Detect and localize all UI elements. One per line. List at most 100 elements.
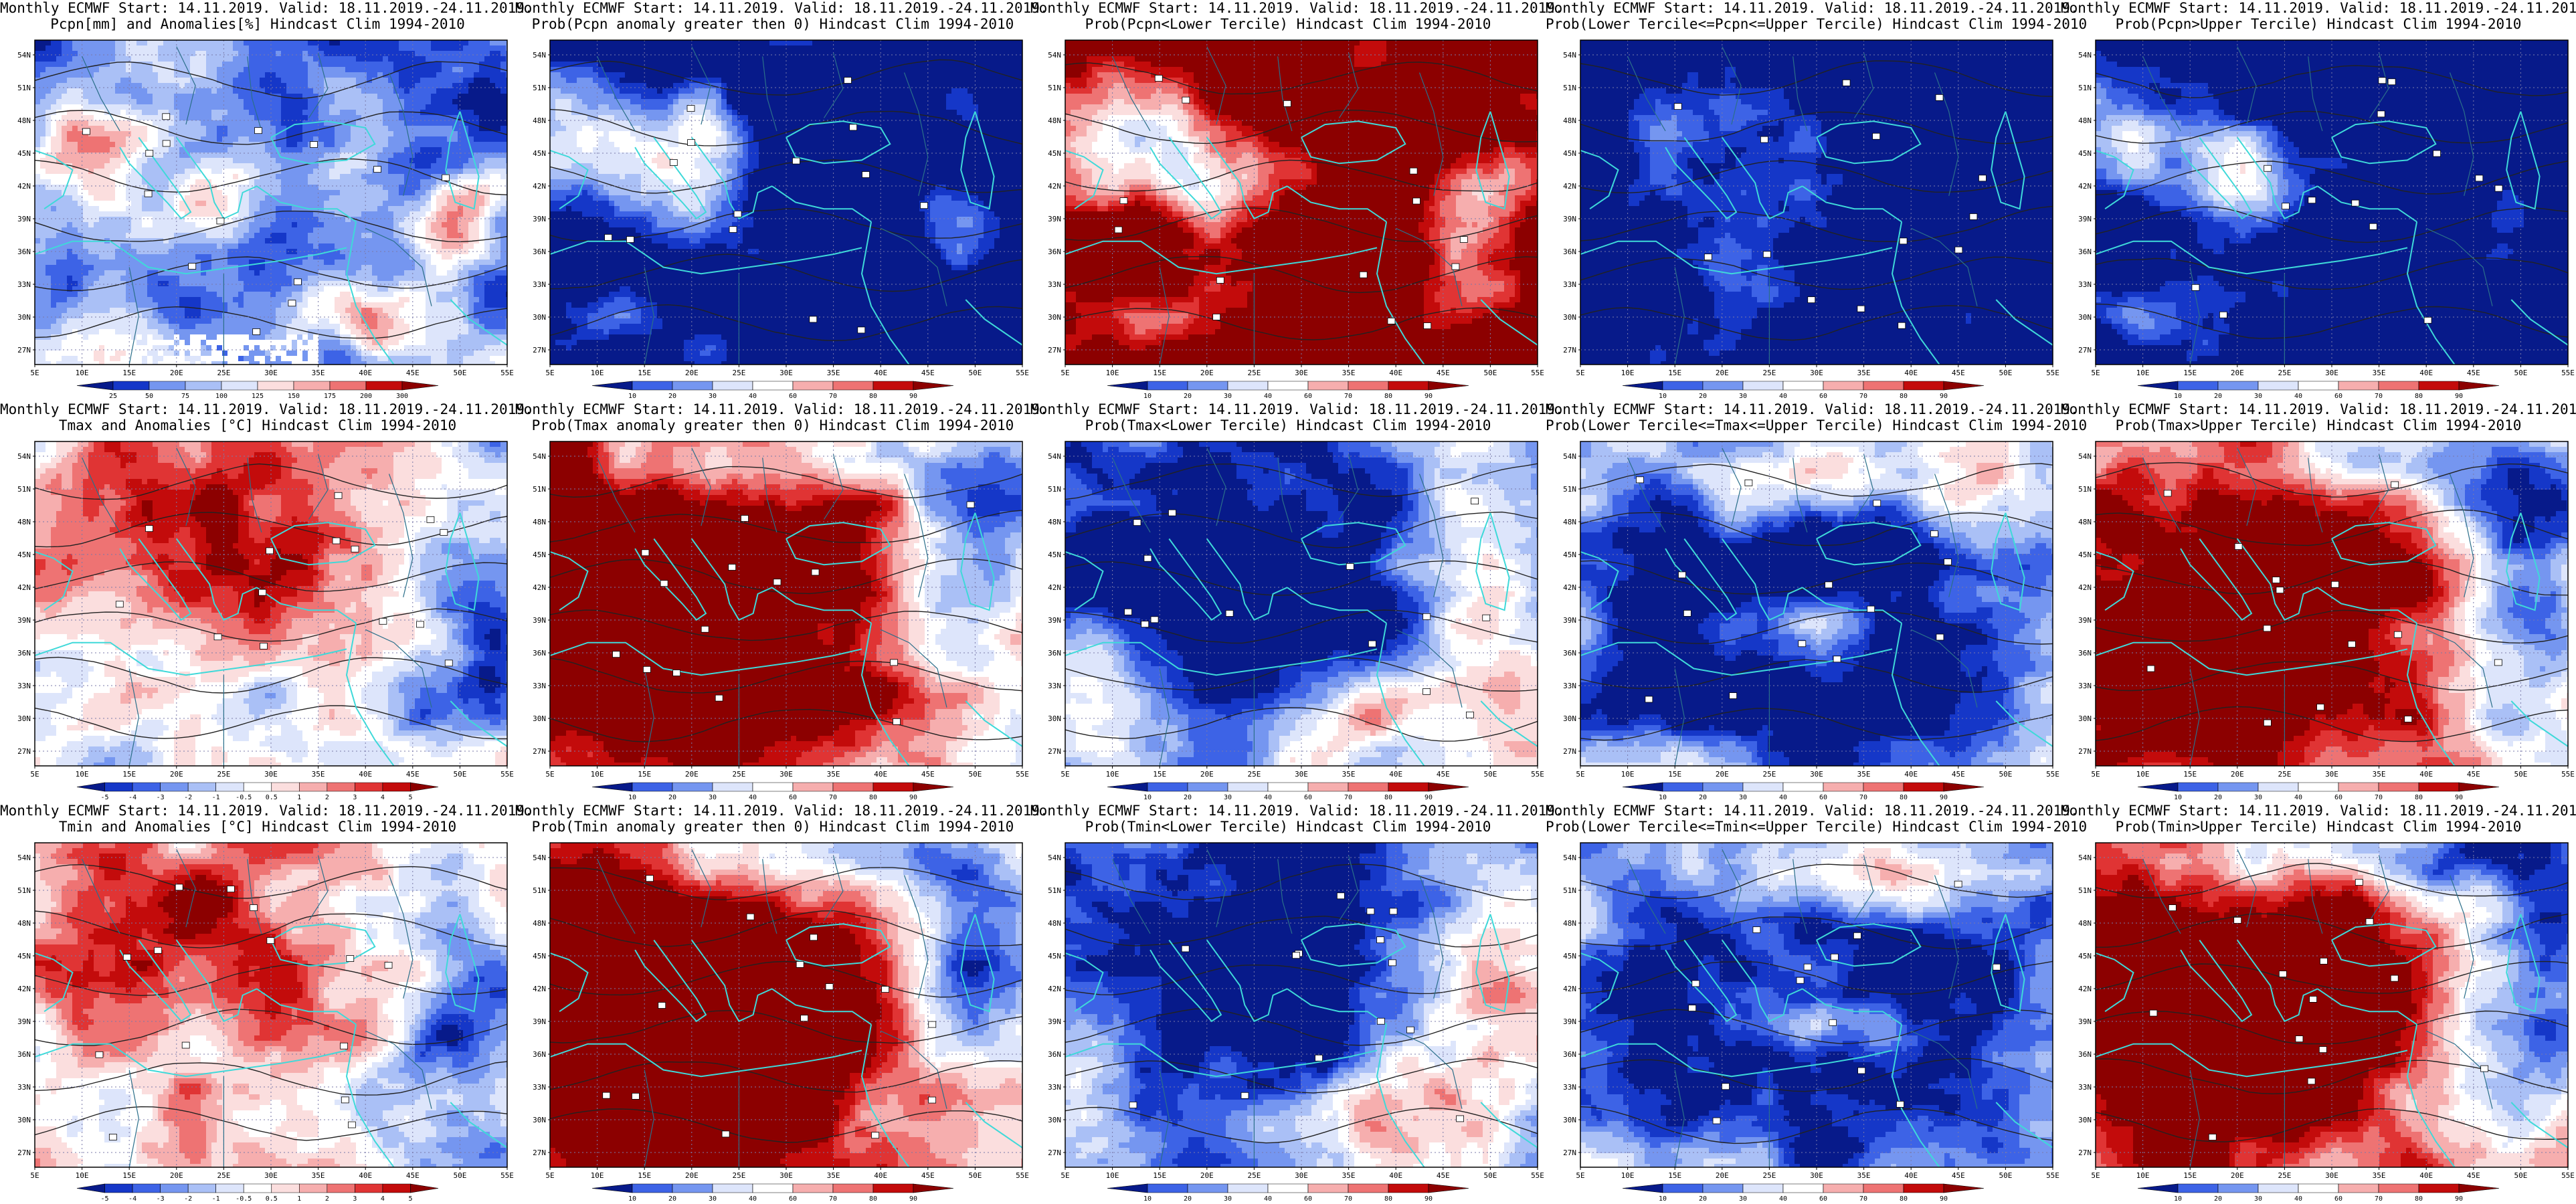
panel-title-line-1: Monthly ECMWF Start: 14.11.2019. Valid: … bbox=[2061, 401, 2576, 417]
colorbar-tick-label: 70 bbox=[1344, 1195, 1352, 1203]
lon-tick-label: 20E bbox=[170, 369, 183, 377]
lon-tick-label: 25E bbox=[1247, 770, 1261, 779]
lat-tick-label: 30N bbox=[1048, 714, 1061, 723]
lat-tick-label: 33N bbox=[1563, 682, 1576, 690]
lon-tick-label: 25E bbox=[2278, 1171, 2291, 1180]
colorbar-tick-label: 4 bbox=[381, 794, 385, 801]
colorbar-tick-label: 30 bbox=[709, 393, 717, 400]
panel-title-line-2: Prob(Tmin<Lower Tercile) Hindcast Clim 1… bbox=[1030, 819, 1546, 835]
colorbar-segment bbox=[1348, 1184, 1388, 1193]
colorbar-segment bbox=[1783, 783, 1823, 791]
panel-title-line-2: Prob(Tmax>Upper Tercile) Hindcast Clim 1… bbox=[2061, 417, 2576, 433]
station-marker bbox=[1346, 563, 1354, 569]
station-marker bbox=[1410, 168, 1417, 174]
colorbar-tick-label: 50 bbox=[145, 393, 153, 400]
station-marker bbox=[1704, 254, 1712, 260]
lat-tick-label: 36N bbox=[533, 247, 546, 256]
lon-tick-label: 45E bbox=[921, 770, 935, 779]
lon-tick-label: 55E bbox=[2561, 1171, 2575, 1180]
station-marker bbox=[341, 1097, 349, 1103]
station-marker bbox=[250, 905, 258, 911]
station-marker bbox=[658, 1003, 666, 1009]
colorbar: 10 20 30 40 60 70 80 90 bbox=[592, 783, 953, 801]
station-marker bbox=[385, 962, 392, 968]
lat-tick-label: 45N bbox=[1048, 149, 1061, 158]
lat-tick-label: 39N bbox=[1563, 1017, 1576, 1026]
colorbar-segment bbox=[216, 1184, 244, 1193]
lon-tick-label: 50E bbox=[968, 1171, 982, 1180]
station-marker bbox=[1115, 227, 1122, 233]
lat-tick-label: 42N bbox=[1048, 182, 1061, 191]
panel-title-line-1: Monthly ECMWF Start: 14.11.2019. Valid: … bbox=[1546, 401, 2061, 417]
lat-tick-label: 39N bbox=[1563, 215, 1576, 223]
lon-tick-label: 35E bbox=[312, 369, 325, 377]
colorbar-tick-label: 25 bbox=[109, 393, 117, 400]
lon-tick-label: 35E bbox=[827, 770, 840, 779]
station-marker bbox=[1151, 617, 1158, 623]
station-marker bbox=[921, 203, 928, 209]
station-marker bbox=[850, 124, 857, 130]
lon-tick-label: 25E bbox=[1762, 1171, 1776, 1180]
lat-tick-label: 42N bbox=[2078, 985, 2092, 993]
station-marker bbox=[1125, 609, 1132, 615]
colorbar-segment bbox=[1308, 783, 1348, 791]
colorbar-segment bbox=[713, 381, 753, 390]
station-marker bbox=[741, 515, 749, 521]
lon-tick-label: 30E bbox=[1810, 369, 1823, 377]
colorbar-tick-label: 150 bbox=[288, 393, 300, 400]
lon-tick-label: 10E bbox=[1106, 770, 1119, 779]
shaded-field bbox=[35, 441, 512, 769]
lat-tick-label: 42N bbox=[17, 182, 31, 191]
station-marker bbox=[1120, 198, 1127, 204]
station-marker bbox=[1129, 1102, 1137, 1108]
shaded-field bbox=[35, 843, 512, 1170]
panel-title: Monthly ECMWF Start: 14.11.2019. Valid: … bbox=[0, 0, 515, 32]
colorbar-tick-label: -0.5 bbox=[236, 1195, 252, 1203]
colorbar-tick-label: 10 bbox=[1659, 794, 1667, 801]
lat-tick-label: 45N bbox=[1563, 952, 1576, 961]
station-marker bbox=[643, 666, 650, 672]
station-marker bbox=[374, 167, 381, 173]
colorbar-tick-label: 5 bbox=[408, 1195, 412, 1203]
station-marker bbox=[2317, 704, 2324, 710]
lon-tick-label: 5E bbox=[1576, 369, 1584, 377]
station-marker bbox=[810, 934, 818, 940]
lat-tick-label: 33N bbox=[533, 682, 546, 690]
station-marker bbox=[155, 947, 162, 953]
station-marker bbox=[1808, 297, 1815, 303]
lat-tick-label: 39N bbox=[17, 215, 31, 223]
shaded-field bbox=[550, 441, 1027, 769]
station-marker bbox=[603, 1092, 610, 1098]
station-marker bbox=[929, 1097, 936, 1103]
station-marker bbox=[2433, 150, 2441, 157]
colorbar-segment bbox=[2258, 381, 2298, 390]
station-marker bbox=[2219, 312, 2227, 318]
lat-tick-label: 54N bbox=[2078, 452, 2092, 461]
station-marker bbox=[2352, 200, 2359, 206]
colorbar-segment bbox=[592, 381, 632, 390]
station-marker bbox=[1315, 1055, 1323, 1061]
colorbar-tick-label: 60 bbox=[1304, 1195, 1312, 1203]
colorbar-tick-label: 1 bbox=[297, 1195, 301, 1203]
station-marker bbox=[1390, 908, 1397, 914]
colorbar: -5 -4 -3 -2 -1 -0.5 0.5 1 2 3 4 5 bbox=[77, 783, 438, 801]
colorbar-segment bbox=[1863, 783, 1904, 791]
panel-title-line-2: Prob(Lower Tercile<=Tmax<=Upper Tercile)… bbox=[1546, 417, 2061, 433]
colorbar-tick-label: -1 bbox=[212, 794, 220, 801]
lon-tick-label: 15E bbox=[1153, 369, 1166, 377]
lat-tick-label: 33N bbox=[17, 280, 31, 289]
station-marker bbox=[1293, 952, 1300, 959]
lat-tick-label: 45N bbox=[1048, 550, 1061, 559]
colorbar-segment bbox=[77, 783, 105, 791]
colorbar-segment bbox=[161, 783, 189, 791]
station-marker bbox=[1368, 641, 1376, 647]
lon-tick-label: 50E bbox=[1999, 369, 2012, 377]
lon-tick-label: 55E bbox=[1016, 1171, 1029, 1180]
colorbar-segment bbox=[713, 783, 753, 791]
colorbar-segment bbox=[188, 1184, 216, 1193]
colorbar-tick-label: 90 bbox=[2455, 794, 2463, 801]
colorbar-segment bbox=[1743, 783, 1783, 791]
colorbar-segment bbox=[2459, 381, 2499, 390]
lon-tick-label: 15E bbox=[1668, 1171, 1681, 1180]
